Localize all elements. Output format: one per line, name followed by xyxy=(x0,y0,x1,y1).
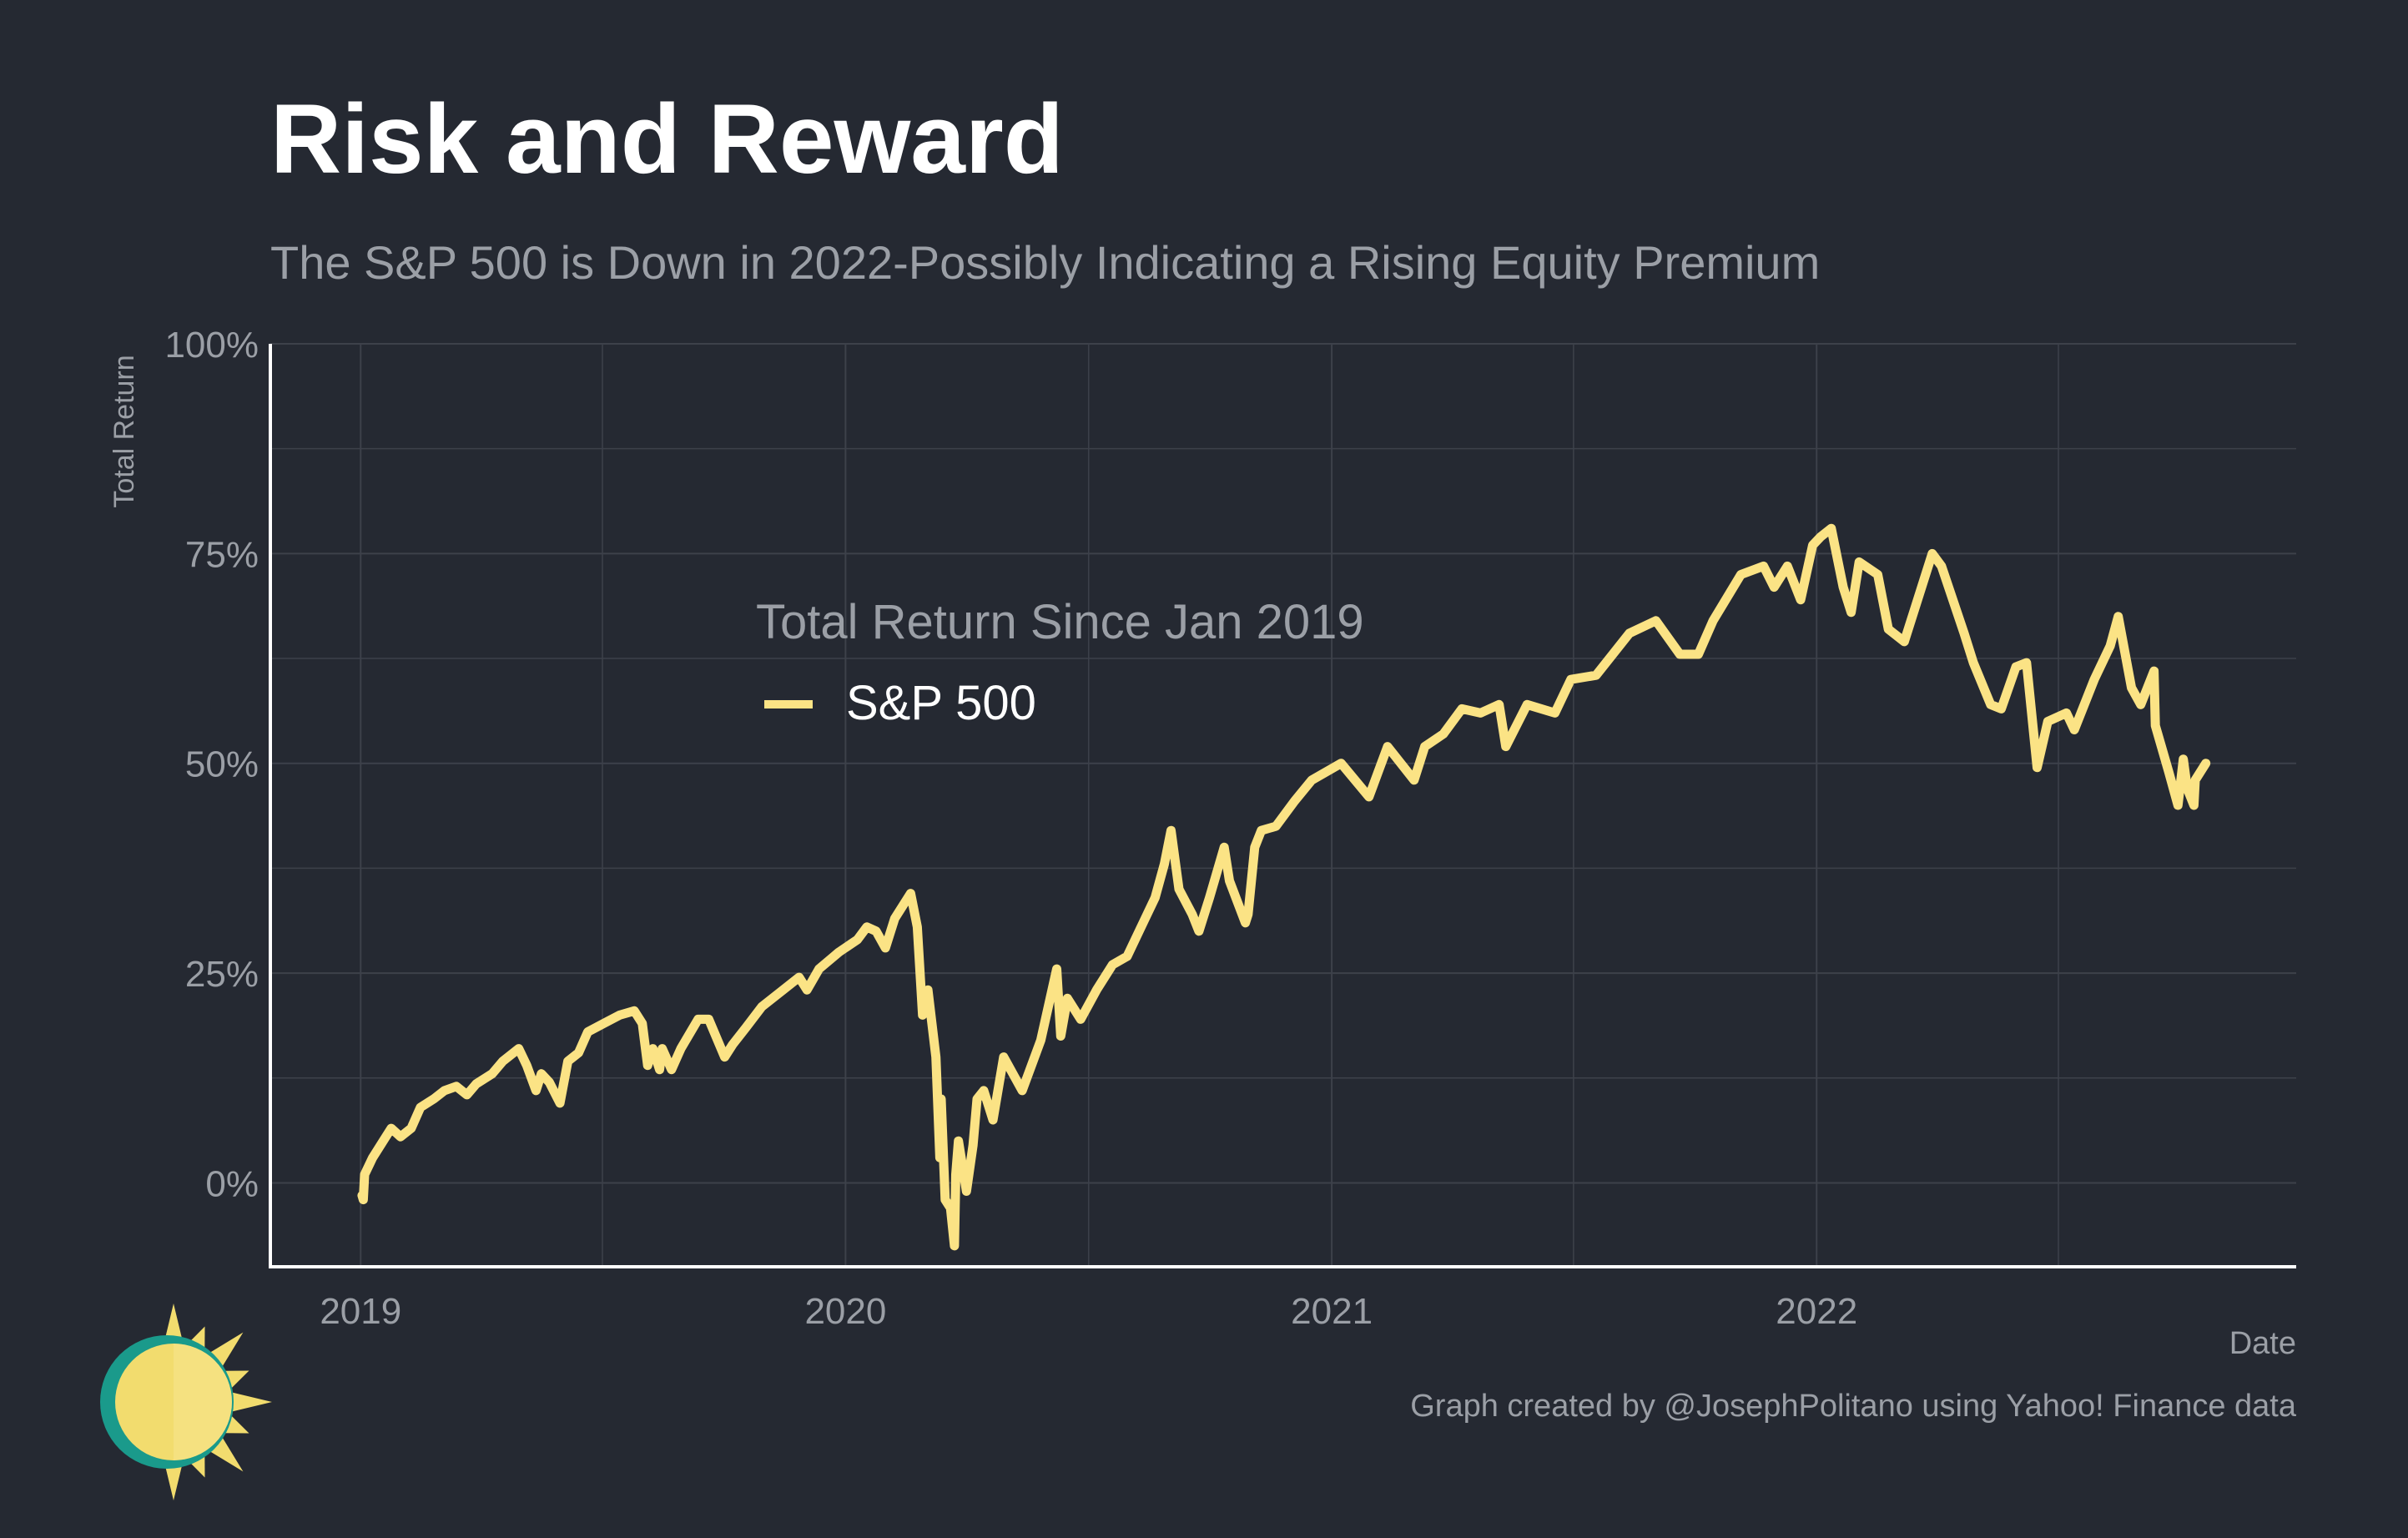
source-caption: Graph created by @JosephPolitano using Y… xyxy=(1410,1389,2296,1424)
series-line-sp500 xyxy=(357,523,2211,1251)
legend: Total Return Since Jan 2019 S&P 500 xyxy=(756,595,1364,730)
legend-label: S&P 500 xyxy=(846,676,1036,730)
chart-subtitle: The S&P 500 is Down in 2022-Possibly Ind… xyxy=(270,236,1821,289)
y-tick-label: 75% xyxy=(185,534,259,575)
y-tick-label: 0% xyxy=(205,1163,259,1204)
y-tick-label: 25% xyxy=(185,954,259,995)
legend-title: Total Return Since Jan 2019 xyxy=(756,595,1364,649)
y-tick-label: 100% xyxy=(164,325,259,366)
series-layer xyxy=(357,523,2211,1251)
axis-labels: 2019 2020 2021 2022 0% 25% 50% 75% 100% Total Ret… xyxy=(108,325,2296,1361)
y-axis-title: Total Return xyxy=(108,355,140,507)
x-tick-label: 2021 xyxy=(1291,1291,1373,1332)
axes xyxy=(269,344,2296,1268)
y-tick-label: 50% xyxy=(185,744,259,785)
sun-logo-icon xyxy=(100,1304,272,1500)
x-tick-label: 2020 xyxy=(804,1291,886,1332)
sun-ray xyxy=(164,1460,184,1500)
x-axis-title: Date xyxy=(2229,1326,2296,1361)
grid xyxy=(270,343,2296,1267)
x-tick-label: 2019 xyxy=(320,1291,401,1332)
x-tick-label: 2022 xyxy=(1776,1291,1857,1332)
chart-title: Risk and Reward xyxy=(270,84,1064,194)
sun-ray xyxy=(231,1392,272,1412)
sun-ray xyxy=(164,1304,184,1344)
